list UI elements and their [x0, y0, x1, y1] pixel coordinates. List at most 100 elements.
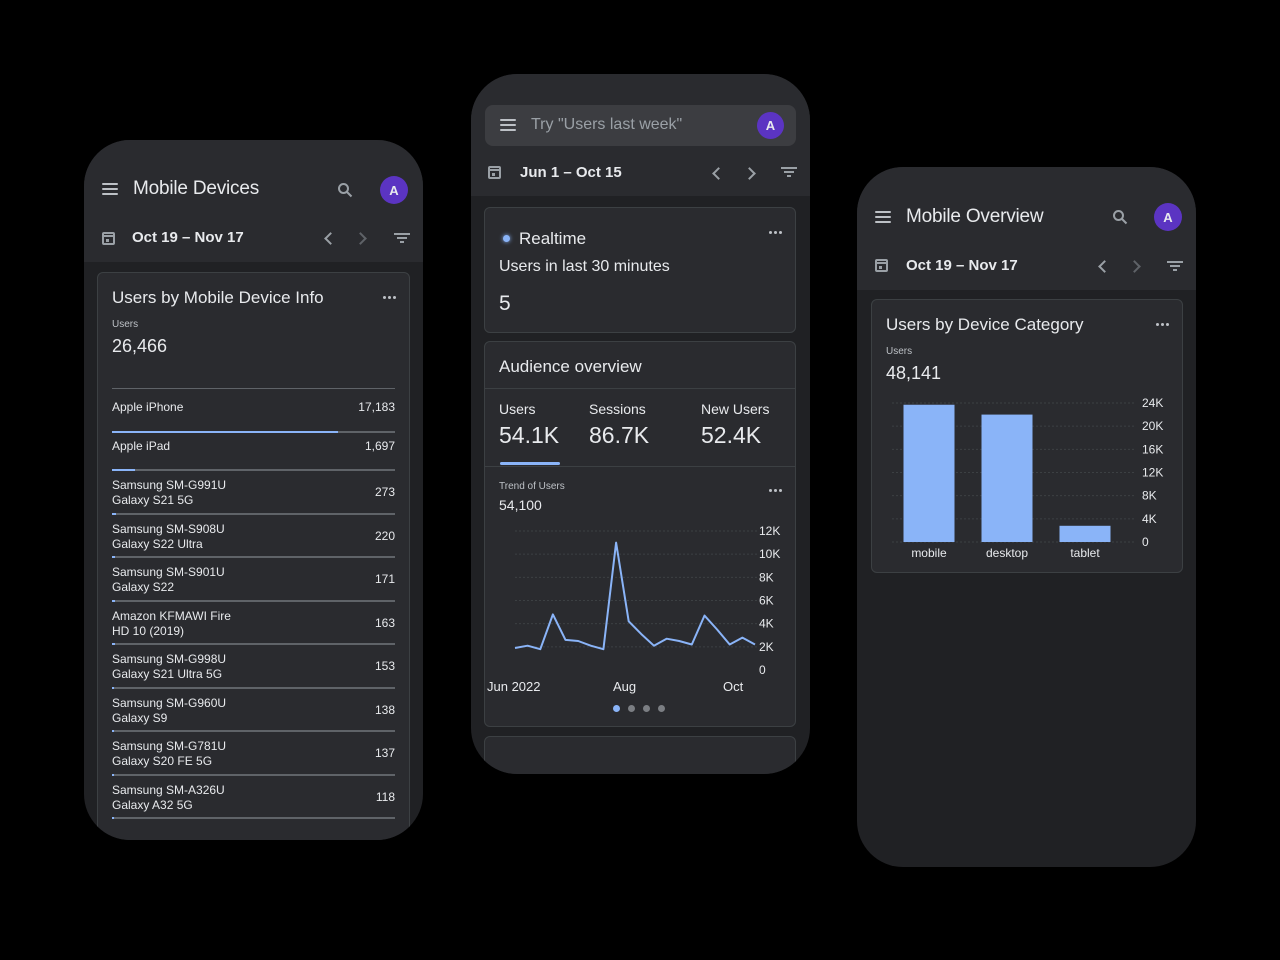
metric-label: New Users: [701, 401, 770, 417]
device-value: 118: [375, 789, 395, 804]
phone-home: Try "Users last week" A Jun 1 – Oct 15 R…: [471, 74, 810, 774]
device-row[interactable]: Samsung SM-G960U Galaxy S9 138: [112, 692, 395, 736]
metric-tab-sessions[interactable]: Sessions 86.7K: [580, 389, 690, 466]
bar-mobile[interactable]: [903, 404, 955, 542]
metric-tab-users[interactable]: Users 54.1K: [485, 389, 585, 466]
header-band: [857, 167, 1196, 290]
device-category-bar-chart: 0 4K 8K 12K 16K 20K 24K mobile desktop tablet: [892, 396, 1163, 560]
device-bar-fill: [112, 599, 115, 602]
search-button[interactable]: [334, 179, 356, 201]
device-bar-fill: [112, 430, 339, 433]
menu-button[interactable]: [873, 209, 893, 225]
pager-dot[interactable]: [643, 705, 650, 712]
pager-dots[interactable]: [613, 705, 665, 712]
device-name: Amazon KFMAWI Fire HD 10 (2019): [112, 608, 231, 638]
device-bar-fill: [112, 686, 115, 689]
hamburger-icon: [500, 119, 516, 131]
device-value: 220: [374, 528, 395, 543]
device-row[interactable]: Amazon KFMAWI Fire HD 10 (2019) 163: [112, 605, 395, 649]
more-options-icon[interactable]: [383, 296, 396, 299]
date-range[interactable]: Oct 19 – Nov 17: [132, 229, 244, 246]
calendar-icon[interactable]: [875, 259, 888, 272]
device-row[interactable]: Samsung SM-A326U Galaxy A32 5G 118: [112, 779, 395, 823]
device-bar: [112, 773, 395, 776]
avatar[interactable]: A: [757, 112, 784, 139]
device-value: 153: [374, 659, 395, 673]
avatar[interactable]: A: [380, 176, 408, 204]
device-row[interactable]: Apple iPhone 17,183: [112, 397, 395, 436]
device-row[interactable]: Samsung SM-G781U Galaxy S20 FE 5G 137: [112, 735, 395, 779]
pager-dot[interactable]: [628, 705, 635, 712]
search-icon: [1113, 210, 1128, 225]
device-bar: [112, 430, 395, 433]
app-title: Mobile Overview: [906, 206, 1044, 227]
next-card: [484, 736, 796, 774]
device-model: Galaxy S9: [112, 710, 168, 725]
device-row[interactable]: Samsung SM-G998U Galaxy S21 Ultra 5G 153: [112, 648, 395, 692]
users-by-device-category-card: Users by Device Category Users 48,141 0 4…: [871, 299, 1183, 573]
pager-dot[interactable]: [613, 705, 620, 712]
device-model: Galaxy S20 FE 5G: [112, 754, 213, 768]
card-title: Users by Mobile Device Info: [112, 288, 324, 307]
app-title: Mobile Devices: [133, 178, 260, 199]
menu-button[interactable]: [499, 118, 517, 132]
device-bar-fill: [112, 469, 135, 471]
svg-text:0: 0: [1142, 535, 1149, 549]
calendar-icon[interactable]: [488, 166, 501, 179]
users-by-mobile-device-card: Users by Mobile Device Info Users 26,466…: [97, 272, 410, 840]
filter-icon[interactable]: [781, 167, 797, 178]
metric-label: Users: [886, 346, 913, 357]
divider: [485, 466, 795, 467]
svg-text:12K: 12K: [759, 524, 780, 538]
metric-label: Sessions: [589, 401, 646, 417]
more-options-icon[interactable]: [1156, 323, 1169, 326]
pager-dot[interactable]: [658, 705, 665, 712]
more-options-icon[interactable]: [769, 231, 782, 234]
device-name: Samsung SM-A326U Galaxy A32 5G: [112, 782, 225, 812]
device-value: 138: [374, 702, 395, 717]
svg-text:Jun 2022: Jun 2022: [487, 679, 541, 694]
filter-icon[interactable]: [394, 233, 410, 244]
realtime-subtitle: Users in last 30 minutes: [499, 258, 670, 275]
date-range[interactable]: Jun 1 – Oct 15: [520, 164, 622, 181]
device-value: 17,183: [358, 400, 395, 414]
search-input[interactable]: Try "Users last week": [531, 116, 683, 133]
device-bar-fill: [112, 773, 114, 776]
realtime-title: Realtime: [519, 229, 587, 248]
device-bar: [112, 643, 395, 645]
device-value: 163: [374, 615, 395, 630]
bar-desktop[interactable]: [981, 414, 1033, 542]
trend-label: Trend of Users: [499, 481, 565, 492]
avatar[interactable]: A: [1154, 203, 1182, 231]
device-bar: [112, 469, 395, 471]
device-row[interactable]: Samsung SM-S908U Galaxy S22 Ultra 220: [112, 518, 395, 562]
device-name: Samsung SM-S908U Galaxy S22 Ultra: [112, 521, 225, 551]
svg-text:8K: 8K: [1142, 489, 1157, 503]
search-bar[interactable]: Try "Users last week" A: [485, 105, 796, 146]
date-range[interactable]: Oct 19 – Nov 17: [906, 257, 1018, 274]
more-options-icon[interactable]: [769, 489, 782, 492]
svg-text:2K: 2K: [759, 640, 774, 654]
svg-text:24K: 24K: [1142, 396, 1163, 410]
header-band: [84, 140, 423, 262]
audience-overview-card: Audience overview Users 54.1K Sessions 8…: [484, 341, 796, 727]
menu-button[interactable]: [100, 181, 120, 197]
trend-value: 54,100: [499, 497, 542, 513]
device-row[interactable]: Samsung SM-G991U Galaxy S21 5G 273: [112, 474, 395, 518]
calendar-icon[interactable]: [102, 232, 115, 245]
device-row[interactable]: Samsung SM-S901U Galaxy S22 171: [112, 561, 395, 605]
device-bar: [112, 817, 395, 819]
device-row[interactable]: Apple iPad 1,697: [112, 436, 395, 475]
device-name: Apple iPhone: [112, 400, 184, 414]
device-bar-fill: [112, 817, 114, 819]
metric-tab-new-users[interactable]: New Users 52.4K: [690, 389, 797, 466]
bar-tablet[interactable]: [1059, 525, 1111, 542]
device-name: Samsung SM-G991U Galaxy S21 5G: [112, 478, 227, 507]
realtime-card[interactable]: Realtime Users in last 30 minutes 5: [484, 207, 796, 333]
card-title: Users by Device Category: [886, 315, 1084, 334]
device-bar: [112, 599, 395, 602]
search-button[interactable]: [1109, 206, 1131, 228]
phone-mobile-devices: Mobile Devices A Oct 19 – Nov 17 Users b…: [84, 140, 423, 840]
filter-icon[interactable]: [1167, 261, 1183, 272]
device-bar: [112, 730, 395, 732]
